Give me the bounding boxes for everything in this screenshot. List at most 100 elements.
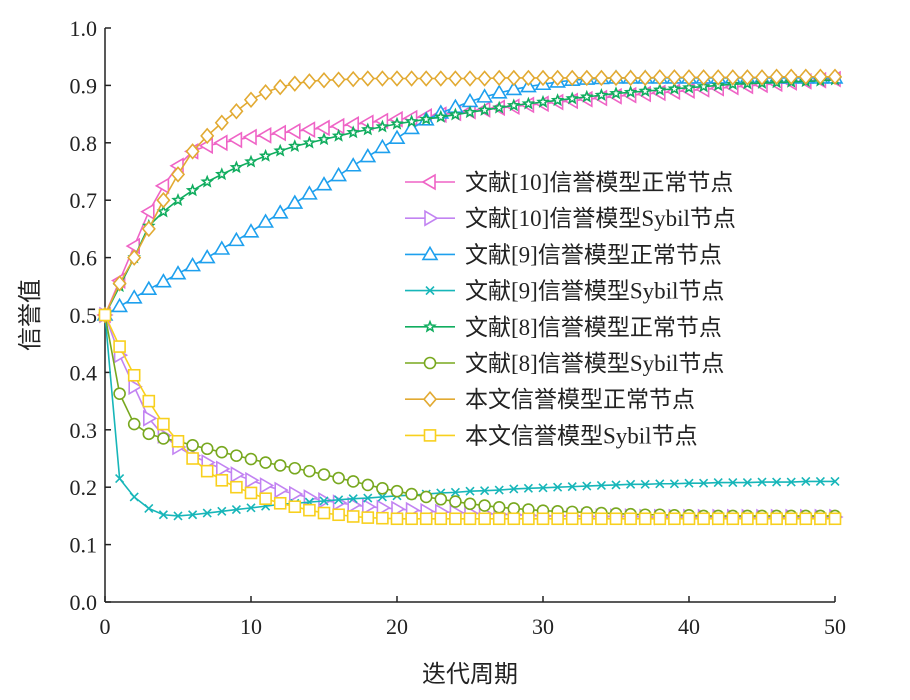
data-point <box>550 69 565 87</box>
data-point <box>288 500 302 514</box>
data-point <box>757 477 767 487</box>
data-point <box>608 69 624 87</box>
data-point <box>213 134 228 152</box>
data-point <box>259 477 275 494</box>
data-point <box>434 492 448 506</box>
legend-marker <box>423 356 437 370</box>
data-point <box>623 85 638 99</box>
y-tick-label: 0.3 <box>70 418 98 443</box>
data-point <box>127 417 141 431</box>
data-point <box>375 70 390 87</box>
data-point <box>144 503 154 514</box>
legend-marker <box>425 286 435 296</box>
data-point <box>565 512 579 526</box>
data-point <box>363 493 373 503</box>
data-point <box>173 511 183 521</box>
data-point <box>375 119 390 133</box>
data-point <box>754 69 770 86</box>
legend-marker <box>424 209 439 227</box>
data-point <box>770 512 783 526</box>
data-point <box>228 231 245 247</box>
data-point <box>638 83 652 97</box>
data-point <box>142 427 156 441</box>
data-point <box>274 481 289 499</box>
y-tick-label: 0.7 <box>70 188 98 213</box>
data-point <box>154 177 170 195</box>
data-point <box>346 70 361 88</box>
data-point <box>595 512 608 526</box>
data-point <box>215 445 229 459</box>
data-point <box>580 512 594 526</box>
data-point <box>315 119 330 137</box>
data-point <box>682 80 696 94</box>
y-tick-label: 1.0 <box>70 16 98 41</box>
data-point <box>287 75 302 92</box>
data-point <box>828 512 842 526</box>
data-point <box>186 452 199 465</box>
data-point <box>361 511 375 524</box>
legend-label: 文献[10]信誉模型正常节点 <box>465 170 733 195</box>
data-point <box>755 512 769 526</box>
data-point <box>157 417 170 431</box>
data-point <box>507 98 521 112</box>
data-point <box>655 479 665 489</box>
data-point <box>538 483 548 493</box>
data-point <box>827 68 843 86</box>
data-point <box>741 512 754 526</box>
data-point <box>200 442 214 456</box>
data-point <box>550 93 565 107</box>
data-point <box>579 69 594 87</box>
data-point <box>684 478 694 488</box>
data-point <box>258 84 273 101</box>
data-point <box>215 167 229 181</box>
data-point <box>286 122 301 140</box>
series-line <box>104 314 835 517</box>
data-point <box>565 69 580 87</box>
data-point <box>127 368 141 382</box>
data-point <box>169 265 187 280</box>
data-point <box>799 512 813 526</box>
data-point <box>742 478 752 488</box>
x-tick-label: 40 <box>678 614 700 639</box>
data-point <box>433 70 448 87</box>
y-tick-label: 0.6 <box>70 246 98 271</box>
data-point <box>535 69 551 87</box>
data-point <box>728 478 738 488</box>
data-point <box>376 499 391 517</box>
data-point <box>259 492 272 505</box>
data-point <box>186 438 199 452</box>
x-tick-label: 30 <box>532 614 554 639</box>
x-axis-label: 迭代周期 <box>422 661 518 688</box>
data-point <box>185 183 200 197</box>
data-point <box>246 503 256 513</box>
data-point <box>434 512 448 526</box>
data-point <box>300 121 316 138</box>
data-point <box>553 482 563 492</box>
data-point <box>521 96 536 110</box>
data-point <box>523 483 533 493</box>
data-point <box>157 432 170 445</box>
legend-label: 文献[8]信誉模型正常节点 <box>465 315 722 340</box>
data-point <box>359 147 377 163</box>
data-point <box>140 203 155 221</box>
series-7 <box>98 308 842 526</box>
data-point <box>215 474 229 487</box>
data-point <box>330 166 347 182</box>
data-point <box>344 157 362 172</box>
data-point <box>492 100 506 114</box>
data-point <box>390 116 404 130</box>
data-point <box>477 70 492 87</box>
data-point <box>419 112 433 126</box>
data-point <box>346 510 360 523</box>
series-line <box>104 314 835 520</box>
data-point <box>113 340 126 353</box>
data-point <box>200 127 215 145</box>
data-point <box>376 482 389 495</box>
series-5 <box>98 308 842 523</box>
data-point <box>216 460 231 478</box>
data-point <box>596 480 606 491</box>
legend-label: 文献[9]信誉模型正常节点 <box>465 242 722 267</box>
data-point <box>301 185 318 200</box>
data-point <box>315 176 333 191</box>
data-point <box>170 166 186 183</box>
